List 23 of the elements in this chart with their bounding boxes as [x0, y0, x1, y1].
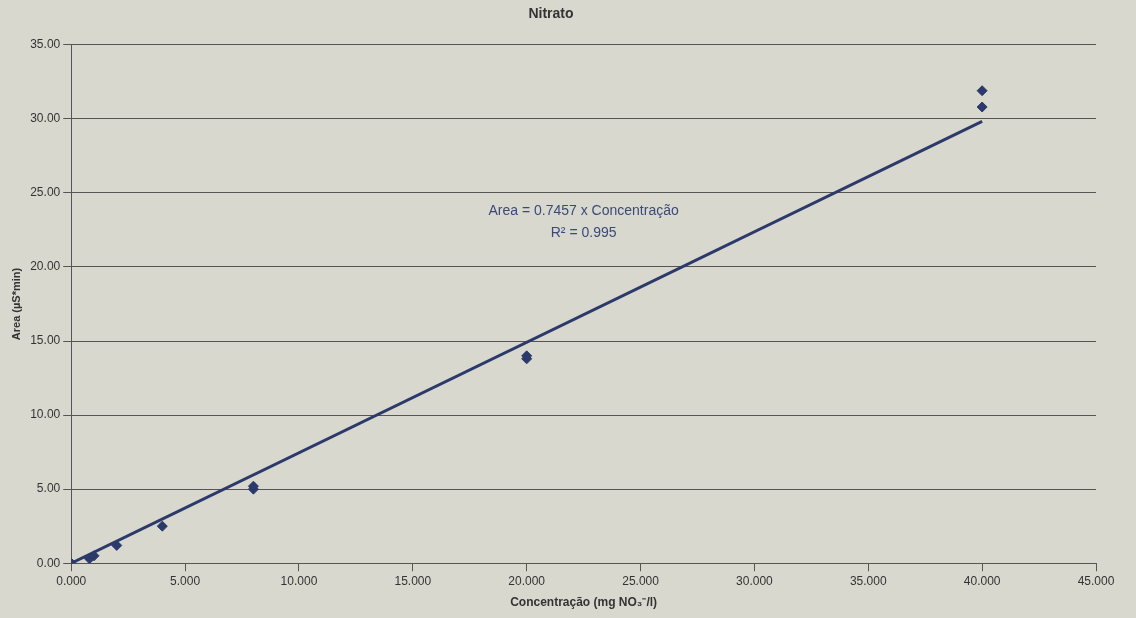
- y-tick-label: 20.00: [30, 259, 61, 274]
- y-tick-label: 10.00: [30, 407, 61, 422]
- y-tick-label: 5.00: [36, 481, 61, 496]
- x-tick-label: 40.000: [963, 573, 1001, 588]
- x-tick-label: 45.000: [1077, 573, 1115, 588]
- y-tick-label: 0.00: [36, 555, 61, 570]
- chart-title: Nitrato: [528, 5, 574, 22]
- y-axis-title: Area (µS*min): [9, 267, 22, 341]
- y-tick-label: 25.00: [30, 185, 61, 200]
- x-tick-label: 20.000: [508, 573, 546, 588]
- x-tick-label: 10.000: [280, 573, 318, 588]
- x-tick-label: 5.000: [170, 573, 201, 588]
- y-tick-label: 30.00: [30, 111, 61, 126]
- annotation: Area = 0.7457 x Concentração: [488, 201, 679, 218]
- y-tick-label: 15.00: [30, 333, 61, 348]
- x-tick-label: 25.000: [622, 573, 660, 588]
- y-tick-label: 35.00: [30, 37, 61, 52]
- x-tick-label: 15.000: [394, 573, 432, 588]
- x-tick-label: 30.000: [736, 573, 774, 588]
- x-tick-label: 0.000: [56, 573, 87, 588]
- x-tick-label: 35.000: [849, 573, 887, 588]
- annotation: R² = 0.995: [550, 223, 617, 240]
- x-axis-title: Concentração (mg NO₃⁻/l): [510, 595, 658, 610]
